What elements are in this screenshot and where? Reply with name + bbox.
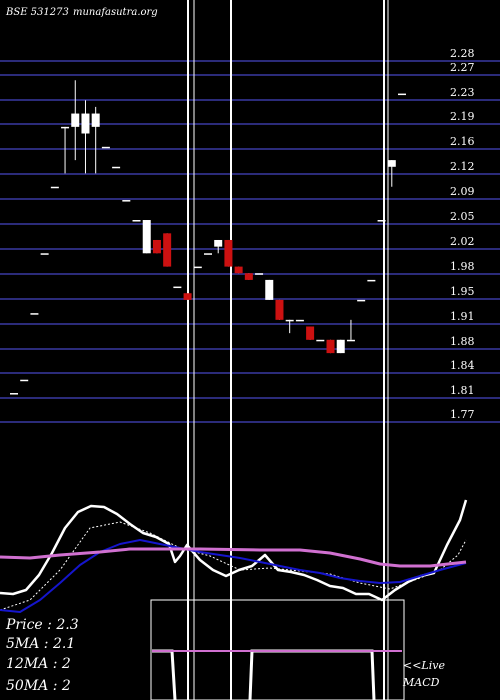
ma5-label: 5MA : 2.1 [6,636,75,652]
candle-body [316,339,325,342]
y-tick-label: 2.19 [450,110,475,123]
candle-body [204,253,212,255]
y-tick-label: 1.81 [450,384,475,397]
candle-body [326,339,335,354]
candle-body [398,93,406,96]
candle-body [81,113,90,134]
candle-body [112,166,121,169]
y-tick-labels: 2.282.27 2.23 2.19 2.16 2.12 2.09 2.05 2.02 1.98… [450,47,475,421]
indicator-line [0,547,467,568]
candle-body [224,239,233,267]
candle-body [142,220,151,254]
y-tick-label: 2.09 [450,185,475,198]
candle-body [10,393,18,395]
candle-body [214,239,223,247]
ma12-label: 12MA : 2 [6,656,71,672]
candle-body [377,220,386,222]
indicator-line [0,521,467,611]
candle-body [336,339,345,354]
macd-lines [152,649,402,700]
indicator-lines [0,499,468,613]
candle-body [265,279,274,300]
candle-body [122,200,131,202]
macd-name-label: MACD [402,676,440,689]
title-site: munafasutra.org [73,7,158,18]
candle-body [91,113,100,127]
candle-body [346,339,355,342]
y-tick-label: 2.16 [450,135,475,148]
candle-body [367,279,376,282]
candle-body [234,266,243,274]
candle-body [152,239,161,254]
candle-body [357,299,366,302]
y-tick-label: 2.27 [450,61,475,74]
y-tick-label: 1.88 [450,335,475,348]
y-tick-label: 1.98 [450,260,475,273]
y-tick-label: 2.28 [450,47,475,60]
candle-body [173,286,182,289]
macd-panel [150,599,405,700]
y-tick-label: 1.84 [450,359,475,372]
candle-body [71,113,80,127]
y-tick-label: 1.95 [450,285,475,298]
y-tick-label: 2.23 [450,86,475,99]
candle-body [101,146,110,149]
y-tick-label: 1.91 [450,310,475,323]
candle-body [30,313,39,315]
y-tick-label: 2.02 [450,235,475,248]
candle-body [20,379,29,382]
candle-body [295,319,304,322]
macd-live-label: <<Live [403,659,445,672]
candle-body [61,126,70,129]
candle-body [183,293,192,300]
candle-body [50,186,59,189]
candle-body [306,326,315,340]
candle-body [132,220,141,222]
y-tick-label: 2.05 [450,210,475,223]
candle-body [40,253,49,255]
title-symbol: BSE 531273 [5,7,69,18]
candle-body [244,273,253,280]
indicator-line [0,539,467,613]
y-tick-label: 1.77 [450,408,475,421]
candle-body [193,266,202,269]
price-label: Price : 2.3 [5,617,79,633]
candle-body [163,233,172,267]
indicator-line [0,499,468,602]
candle-body [275,299,284,320]
y-tick-label: 2.12 [450,160,475,173]
candlesticks [10,80,406,395]
ma50-label: 50MA : 2 [6,678,71,694]
candle-body [285,319,294,322]
candle-body [255,273,264,275]
candle-body [387,160,396,167]
